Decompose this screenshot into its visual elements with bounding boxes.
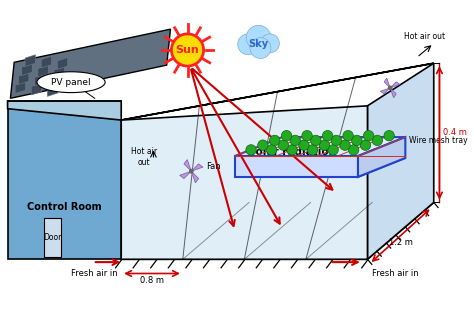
Polygon shape [51,76,61,87]
Polygon shape [57,57,68,69]
Circle shape [340,140,350,150]
Circle shape [372,135,383,146]
Circle shape [278,140,289,150]
Polygon shape [41,56,52,68]
Circle shape [319,140,329,150]
Circle shape [172,34,204,66]
Circle shape [189,169,194,174]
Polygon shape [191,164,203,171]
Text: Control Room: Control Room [27,202,102,212]
Polygon shape [180,171,191,179]
Polygon shape [10,29,171,98]
Text: Fan: Fan [207,162,221,171]
Text: Wire mesh tray: Wire mesh tray [409,136,468,145]
Text: 0.8 m: 0.8 m [139,276,164,285]
Circle shape [260,34,279,53]
Circle shape [270,135,280,146]
Polygon shape [8,101,121,259]
Polygon shape [121,106,367,259]
Circle shape [352,135,362,146]
Circle shape [388,85,392,90]
Polygon shape [8,101,121,120]
Circle shape [331,135,341,146]
Circle shape [258,140,268,150]
Polygon shape [35,74,45,86]
Polygon shape [184,160,191,171]
Polygon shape [47,84,58,96]
Polygon shape [25,55,36,67]
Circle shape [287,145,297,155]
Circle shape [364,131,374,141]
Circle shape [250,38,271,58]
Circle shape [310,135,321,146]
Text: Sky: Sky [248,39,269,49]
Polygon shape [22,64,32,76]
Text: PV panel: PV panel [51,78,91,87]
Polygon shape [384,78,390,88]
Circle shape [308,145,318,155]
Polygon shape [191,171,199,183]
Circle shape [246,25,271,50]
Polygon shape [121,203,434,259]
Circle shape [343,131,353,141]
Text: Sun: Sun [176,45,200,55]
Bar [44,218,61,257]
Circle shape [384,131,394,141]
Polygon shape [121,63,434,120]
Circle shape [322,131,333,141]
Polygon shape [358,137,405,177]
Polygon shape [390,82,400,88]
Circle shape [290,135,301,146]
Polygon shape [31,83,42,95]
Polygon shape [15,82,26,94]
Text: 0.4 m: 0.4 m [443,128,467,137]
Circle shape [360,140,371,150]
Circle shape [266,145,277,155]
Circle shape [237,34,258,55]
Circle shape [328,145,338,155]
Polygon shape [38,65,48,77]
Text: 1.2 m: 1.2 m [389,238,412,247]
Circle shape [299,140,309,150]
Polygon shape [18,73,29,84]
Polygon shape [235,156,358,177]
Text: Door: Door [43,233,61,242]
Polygon shape [390,88,396,98]
Polygon shape [54,67,64,78]
Ellipse shape [37,72,105,93]
Text: Fresh air in: Fresh air in [372,269,419,278]
Polygon shape [380,88,390,94]
Circle shape [246,145,256,155]
Polygon shape [367,63,434,259]
Circle shape [282,131,292,141]
Text: Fresh air in: Fresh air in [72,269,118,278]
Circle shape [302,131,312,141]
Text: Hot air out: Hot air out [404,32,445,41]
Polygon shape [235,137,405,156]
Polygon shape [235,158,405,177]
Circle shape [348,145,359,155]
Text: Solar radiation: Solar radiation [248,147,336,157]
Text: Hot air
out: Hot air out [131,147,157,167]
